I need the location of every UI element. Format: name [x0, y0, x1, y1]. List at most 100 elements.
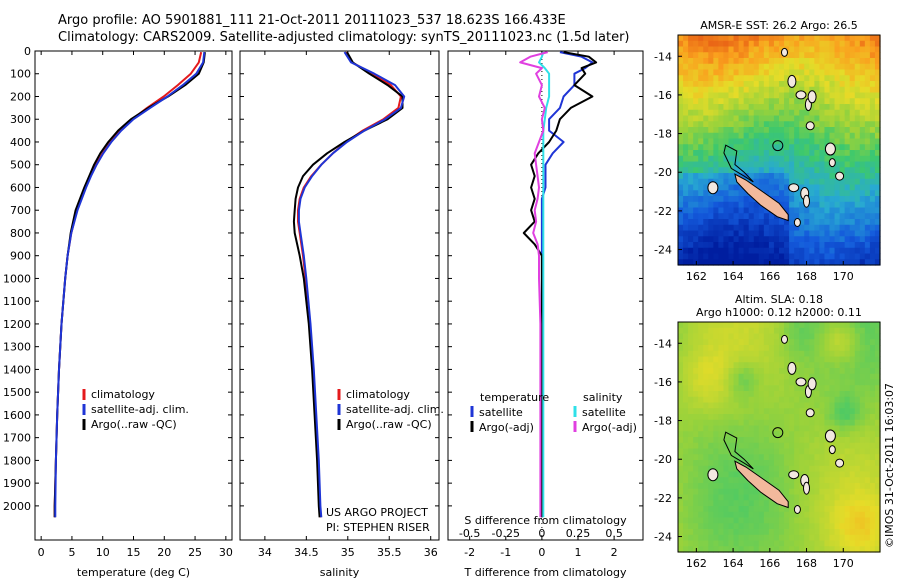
map-cell [733, 161, 740, 168]
map-cell [728, 150, 735, 157]
map-cell [874, 150, 881, 157]
map-cell [819, 75, 826, 82]
map-cell [768, 132, 775, 140]
map-cell [723, 127, 730, 134]
map-cell [849, 419, 856, 427]
map-cell [809, 396, 815, 404]
map-cell [733, 373, 740, 381]
map-cell [708, 523, 714, 530]
map-cell [738, 207, 745, 214]
map-cell [763, 104, 770, 111]
small-island [787, 74, 797, 88]
map-cell [768, 35, 775, 42]
map-cell [688, 127, 694, 134]
map-cell [804, 500, 810, 507]
map-cell [768, 350, 775, 358]
map-cell [723, 529, 730, 536]
map-cell [814, 75, 820, 82]
map-cell [829, 523, 836, 530]
map-cell [713, 345, 719, 352]
map-cell [814, 104, 820, 111]
map-cell [844, 529, 851, 536]
map-cell [869, 379, 876, 386]
map-cell [864, 333, 871, 340]
map-cell [809, 402, 815, 409]
map-cell [748, 75, 755, 82]
map-cell [859, 242, 866, 249]
map-cell [809, 414, 815, 421]
map-cell [869, 40, 876, 48]
map-cell [708, 132, 714, 140]
map-cell [864, 442, 871, 450]
map-cell [844, 454, 851, 461]
map-cell [864, 236, 871, 243]
map-cell [753, 419, 760, 427]
map-cell [779, 40, 785, 48]
map-cell [779, 121, 785, 128]
map-cell [819, 368, 826, 375]
map-cell [758, 236, 765, 243]
map-cell [763, 511, 770, 519]
map-cell [678, 500, 684, 507]
map-cell [708, 224, 714, 232]
map-cell [854, 144, 861, 151]
map-cell [708, 448, 714, 455]
map-cell [678, 35, 684, 42]
map-cell [824, 247, 831, 255]
map-cell [758, 109, 765, 117]
map-cell [859, 333, 866, 340]
map-cell [758, 150, 765, 157]
map-cell [713, 431, 719, 438]
map-cell [804, 546, 810, 553]
map-cell [728, 155, 735, 163]
map-cell [799, 86, 805, 94]
map-cell [763, 454, 770, 461]
map-cell [738, 35, 745, 42]
map-cell [849, 98, 856, 105]
map-cell [854, 190, 861, 197]
map-cell [733, 81, 740, 88]
map-cell [728, 454, 735, 461]
map-cell [728, 477, 735, 484]
map-cell [718, 173, 725, 180]
map-cell [768, 546, 775, 553]
map-cell [743, 196, 750, 203]
map-cell [743, 327, 750, 335]
map-cell [713, 506, 719, 513]
map-cell [743, 150, 750, 157]
map-cell [683, 546, 689, 553]
map-cell [693, 207, 699, 214]
map-cell [844, 345, 851, 352]
map-cell [829, 402, 836, 409]
map-cell [844, 58, 851, 65]
map-cell [839, 546, 846, 553]
map-cell [874, 333, 881, 340]
map-cell [799, 339, 805, 346]
map-cell [869, 408, 876, 415]
map-cell [784, 379, 790, 386]
map-cell [688, 46, 694, 53]
map-cell [794, 86, 800, 94]
map-cell [799, 506, 805, 513]
map-cell [698, 242, 704, 249]
map-cell [683, 224, 689, 232]
map-cell [779, 506, 785, 513]
map-cell [874, 477, 881, 484]
map-cell [834, 477, 841, 484]
map-cell [678, 546, 684, 553]
map-cell [733, 419, 740, 427]
map-cell [804, 414, 810, 421]
map-cell [718, 161, 725, 168]
map-cell [789, 350, 795, 358]
map-cell [678, 350, 684, 358]
map-cell [874, 437, 881, 444]
map-cell [869, 431, 876, 438]
map-cell [784, 109, 790, 117]
map-cell [728, 207, 735, 214]
map-cell [713, 75, 719, 82]
map-cell [814, 517, 820, 524]
map-cell [864, 144, 871, 151]
map-cell [723, 104, 730, 111]
map-cell [784, 414, 790, 421]
map-cell [678, 460, 684, 467]
